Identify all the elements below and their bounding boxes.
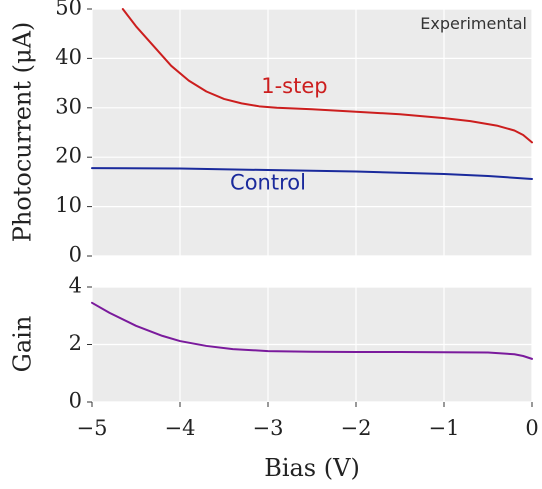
photocurrent-y-tick-label: 50 bbox=[55, 0, 82, 20]
photocurrent-y-tick-label: 20 bbox=[55, 144, 82, 168]
photocurrent-plot-area bbox=[92, 9, 532, 256]
photocurrent-y-axis-label: Photocurrent (μA) bbox=[9, 22, 37, 243]
gain-y-tick-label: 0 bbox=[69, 389, 82, 413]
series-line-control bbox=[91, 167, 533, 180]
photocurrent-y-tick-label: 30 bbox=[55, 94, 82, 118]
bias-x-tick-label: −4 bbox=[165, 416, 196, 440]
bias-x-tick-label: −3 bbox=[253, 416, 284, 440]
gain-series-group bbox=[91, 301, 533, 360]
annotation-1-step: 1-step bbox=[261, 74, 327, 98]
photocurrent-y-tick-label: 40 bbox=[55, 45, 82, 69]
gain-series-line bbox=[91, 301, 533, 360]
photocurrent-series-group bbox=[91, 8, 533, 180]
bias-x-ticks: −5 −4 −3 −2 −1 0 bbox=[77, 402, 539, 440]
photocurrent-y-tick-label: 10 bbox=[55, 193, 82, 217]
photocurrent-y-tick-label: 0 bbox=[69, 243, 82, 267]
photocurrent-panel: 0 10 20 30 40 50 Photocurrent (μA) Experiment… bbox=[9, 0, 533, 267]
bias-x-tick-label: −1 bbox=[429, 416, 460, 440]
bias-x-axis-label: Bias (V) bbox=[264, 454, 360, 482]
gain-y-axis-label: Gain bbox=[9, 316, 37, 373]
gain-y-tick-label: 4 bbox=[69, 274, 82, 298]
annotation-experimental: Experimental bbox=[420, 14, 527, 33]
bias-x-tick-label: −5 bbox=[77, 416, 108, 440]
bias-x-tick-label: 0 bbox=[525, 416, 538, 440]
bias-x-tick-label: −2 bbox=[341, 416, 372, 440]
photocurrent-y-ticks: 0 10 20 30 40 50 bbox=[55, 0, 92, 267]
gain-gridlines bbox=[91, 286, 533, 403]
gain-y-ticks: 0 2 4 bbox=[69, 274, 92, 413]
annotation-control: Control bbox=[230, 170, 306, 194]
series-line-1-step bbox=[121, 8, 533, 144]
gain-panel: 0 2 4 −5 −4 −3 −2 −1 0 Gain Bias (V) bbox=[9, 274, 539, 483]
gain-y-tick-label: 2 bbox=[69, 331, 82, 355]
